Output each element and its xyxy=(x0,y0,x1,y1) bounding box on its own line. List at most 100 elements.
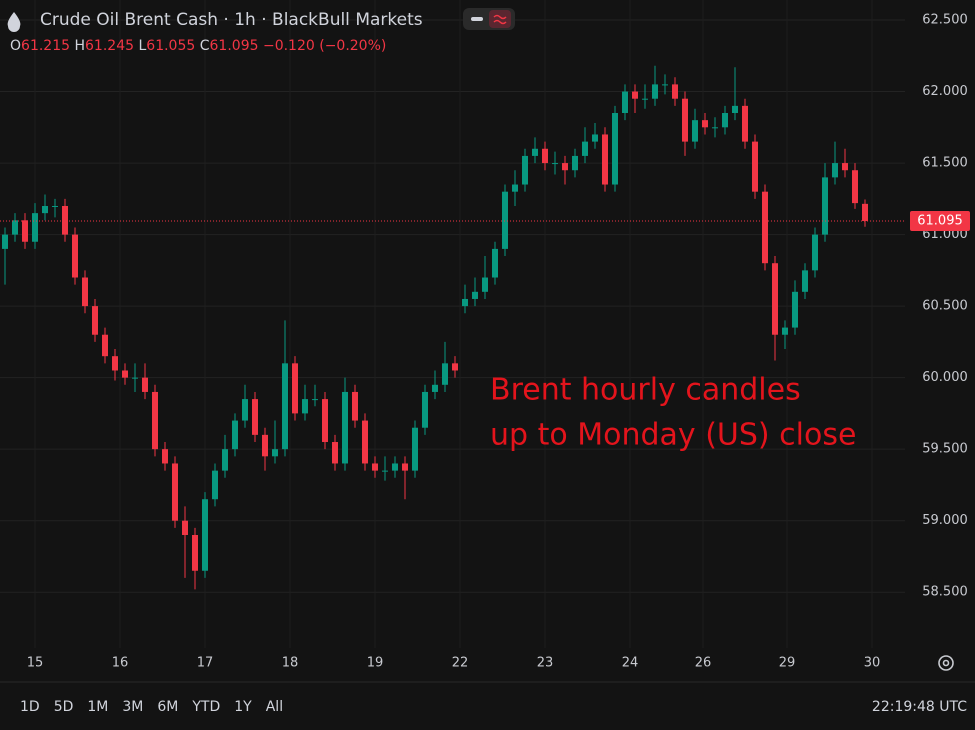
y-tick-label: 59.000 xyxy=(922,513,968,528)
ohlc-label: L xyxy=(138,38,146,54)
ohlc-label: H xyxy=(74,38,85,54)
candle-body xyxy=(552,163,558,165)
candle-body xyxy=(652,84,658,99)
candle-body xyxy=(482,277,488,292)
candle-body xyxy=(502,191,508,249)
candle-body xyxy=(752,141,758,192)
x-tick-label: 24 xyxy=(622,656,639,671)
candle-body xyxy=(322,399,328,443)
candle-body xyxy=(132,377,138,379)
candle-body xyxy=(682,98,688,142)
toggle-icon xyxy=(493,14,507,25)
candle-body xyxy=(142,377,148,392)
ohlc-label: O xyxy=(10,38,21,54)
candle-body xyxy=(62,205,68,235)
x-tick-label: 16 xyxy=(112,656,129,671)
ohlc-value: 61.215 xyxy=(21,38,70,54)
candle-body xyxy=(442,363,448,385)
candle-body xyxy=(392,463,398,471)
candle-body xyxy=(22,220,28,242)
x-tick-label: 19 xyxy=(367,656,384,671)
candle-body xyxy=(532,148,538,156)
range-button[interactable]: 1Y xyxy=(234,699,252,715)
candle-body xyxy=(302,399,308,414)
candle-body xyxy=(402,463,408,471)
candle-body xyxy=(32,213,38,242)
range-button[interactable]: 6M xyxy=(157,699,178,715)
gear-outline xyxy=(938,655,954,671)
candle-body xyxy=(112,356,118,371)
range-button[interactable]: 5D xyxy=(54,699,74,715)
candle-body xyxy=(52,205,58,207)
candle-body xyxy=(212,470,218,500)
candle-body xyxy=(152,391,158,450)
change: −0.120 (−0.20%) xyxy=(263,38,386,54)
candle-body xyxy=(862,203,868,222)
candle-body xyxy=(662,84,668,86)
y-tick-label: 60.500 xyxy=(922,299,968,314)
candle-body xyxy=(722,113,728,128)
range-button[interactable]: 1M xyxy=(87,699,108,715)
ohlc-value: 61.095 xyxy=(210,38,259,54)
candle-body xyxy=(262,434,268,457)
clock: 22:19:48 UTC xyxy=(872,699,967,715)
range-button[interactable]: YTD xyxy=(191,699,220,715)
settings-icon[interactable] xyxy=(938,655,954,671)
candle-body xyxy=(762,191,768,264)
candle-body xyxy=(462,298,468,307)
candle-body xyxy=(452,363,458,371)
x-tick-label: 17 xyxy=(197,656,214,671)
x-tick-label: 23 xyxy=(537,656,554,671)
candle-body xyxy=(42,205,48,214)
candle-body xyxy=(292,363,298,414)
chart-title: Crude Oil Brent Cash · 1h · BlackBull Ma… xyxy=(40,10,423,30)
ohlc-value: 61.245 xyxy=(85,38,134,54)
candle-body xyxy=(822,177,828,235)
last-price-badge xyxy=(910,211,970,232)
candle-body xyxy=(542,148,548,164)
candle-body xyxy=(802,270,808,292)
toolbar: 1D 5D 1M 3M 6M YTD 1Y All xyxy=(20,699,283,715)
candle-body xyxy=(2,234,8,249)
candle-body xyxy=(702,120,708,128)
range-button[interactable]: 3M xyxy=(122,699,143,715)
candle-body xyxy=(362,420,368,464)
candle-body xyxy=(782,327,788,335)
candle-body xyxy=(422,391,428,428)
y-tick-label: 62.000 xyxy=(922,84,968,99)
y-tick-label: 62.500 xyxy=(922,13,968,28)
range-button[interactable]: 1D xyxy=(20,699,40,715)
candle-body xyxy=(852,170,858,204)
candle-body xyxy=(342,391,348,464)
y-tick-label: 58.500 xyxy=(922,585,968,600)
candle-body xyxy=(572,155,578,171)
y-tick-label: 60.000 xyxy=(922,370,968,385)
candle-body xyxy=(352,391,358,421)
candle-body xyxy=(162,449,168,464)
candle-body xyxy=(272,449,278,457)
candle-body xyxy=(742,105,748,142)
candle-body xyxy=(692,120,698,142)
candle-body xyxy=(312,399,318,401)
candle-body xyxy=(372,463,378,471)
candle-body xyxy=(582,141,588,156)
y-tick-label: 59.500 xyxy=(922,442,968,457)
candle-body xyxy=(72,234,78,278)
candle-body xyxy=(842,163,848,171)
candle-body xyxy=(92,306,98,335)
candle-body xyxy=(102,334,108,357)
range-button[interactable]: All xyxy=(266,699,283,715)
ohlc-legend: O61.215 H61.245 L61.055 C61.095 −0.120 (… xyxy=(10,38,386,54)
candle-body xyxy=(592,134,598,142)
candle-body xyxy=(222,449,228,471)
candle-body xyxy=(622,91,628,114)
candle-body xyxy=(632,91,638,99)
grid xyxy=(0,0,905,648)
candle-body xyxy=(82,277,88,307)
x-tick-label: 22 xyxy=(452,656,469,671)
candle-body xyxy=(522,155,528,185)
candle-body xyxy=(12,220,18,235)
gear-center xyxy=(942,659,950,667)
